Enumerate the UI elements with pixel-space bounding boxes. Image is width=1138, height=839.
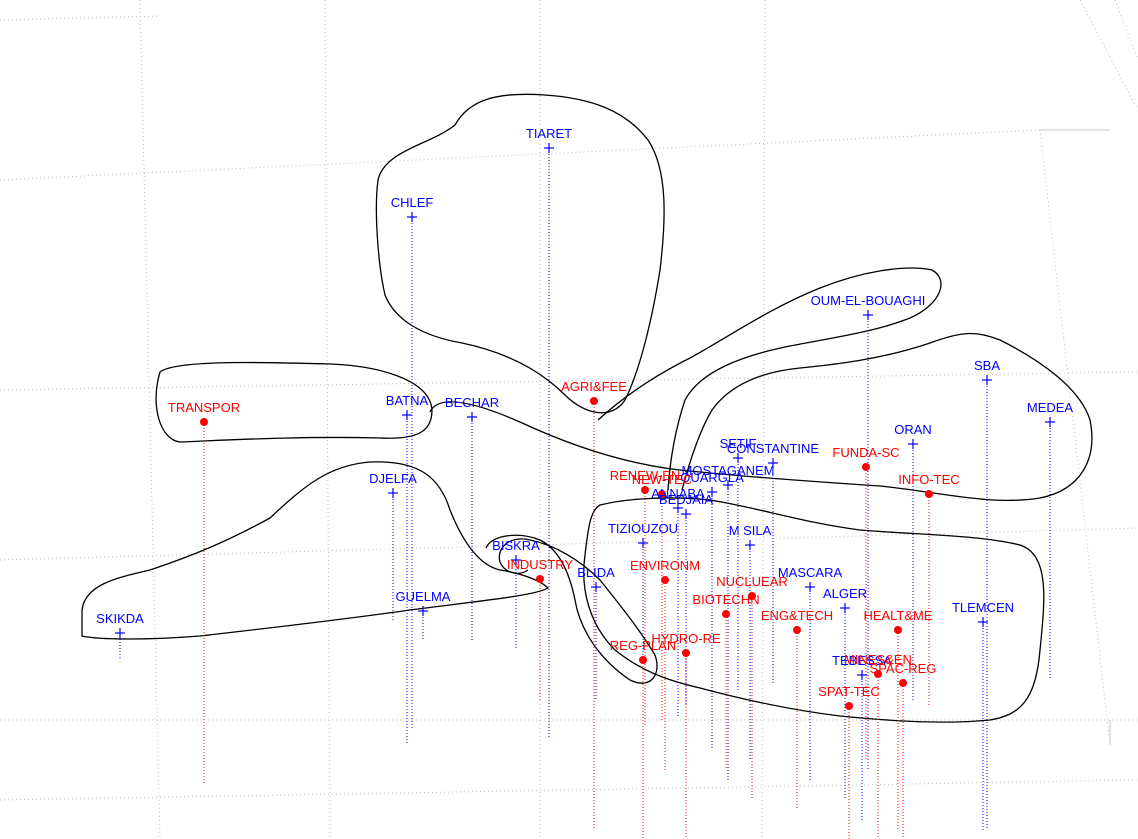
point-tiziouzou — [638, 538, 648, 548]
point-m-sila — [745, 540, 755, 550]
point-industry — [536, 575, 544, 583]
point-reg-plan — [639, 656, 647, 664]
point-oran — [908, 439, 918, 449]
label-tebessa: TEBESSA — [832, 653, 892, 668]
label-tiaret: TIARET — [526, 126, 572, 141]
point-constantine — [768, 458, 778, 468]
point-medea — [1045, 417, 1055, 427]
label-spat-tec: SPAT-TEC — [818, 684, 880, 699]
point-setif — [733, 453, 743, 463]
cluster-outlines — [81, 93, 1093, 723]
cluster-outline-east-arm — [597, 267, 942, 491]
point-tebessa — [857, 670, 867, 680]
label-chlef: CHLEF — [391, 195, 434, 210]
label-info-tec: INFO-TEC — [898, 472, 959, 487]
point-labels: TIARET CHLEF OUM-EL-BOUAGHI SBA BATNA BECHAR M… — [96, 126, 1073, 699]
label-batna: BATNA — [386, 393, 429, 408]
label-bedjaia: BEDJAIA — [659, 492, 714, 507]
cluster-outline-east-upper — [429, 332, 1093, 502]
label-skikda: SKIKDA — [96, 611, 144, 626]
label-alger: ALGER — [823, 586, 867, 601]
label-medea: MEDEA — [1027, 400, 1074, 415]
cluster-outline-west — [155, 361, 433, 443]
label-setif: SETIF — [720, 436, 757, 451]
label-spac-reg: SPAC-REG — [870, 661, 937, 676]
label-djelfa: DJELFA — [369, 471, 417, 486]
label-biotechn: BIOTECHN — [692, 592, 759, 607]
label-mostaganem: MOSTAGANEM — [682, 463, 775, 478]
label-constantine: CONSTANTINE — [727, 441, 820, 456]
point-info-tec — [925, 490, 933, 498]
point-nucluear — [748, 592, 756, 600]
point-annaba — [673, 503, 683, 513]
point-mines-en — [874, 670, 882, 678]
point-biskra — [511, 555, 521, 565]
point-renew-en — [641, 486, 649, 494]
label-annaba: ANNABA — [651, 486, 705, 501]
plot-frame — [1040, 129, 1111, 745]
label-transpor: TRANSPOR — [168, 400, 240, 415]
label-tiziouzou: TIZIOUZOU — [608, 521, 678, 536]
point-guelma — [418, 606, 428, 616]
point-batna — [402, 410, 412, 420]
label-oran: ORAN — [894, 422, 932, 437]
point-eng-tech — [793, 626, 801, 634]
point-marks — [115, 143, 1055, 710]
point-new-tec — [658, 490, 666, 498]
point-oum-el-bouaghi — [863, 310, 873, 320]
cluster-outline-southwest — [81, 461, 550, 640]
label-biskra: BISKRA — [492, 538, 540, 553]
point-mascara — [805, 582, 815, 592]
point-environm — [661, 576, 669, 584]
point-alger — [840, 603, 850, 613]
point-mostaganem — [723, 480, 733, 490]
point-stems — [119, 148, 1051, 839]
label-guelma: GUELMA — [396, 589, 451, 604]
label-m-sila: M SILA — [729, 523, 772, 538]
label-sba: SBA — [974, 358, 1000, 373]
label-hydro-re: HYDRO-RE — [651, 631, 721, 646]
point-sba — [982, 375, 992, 385]
label-agri-fee: AGRI&FEE — [561, 379, 627, 394]
cluster-outline-north — [375, 93, 665, 414]
label-tlemcen: TLEMCEN — [952, 600, 1014, 615]
point-chlef — [407, 212, 417, 222]
point-funda-sc — [862, 463, 870, 471]
point-healt-me — [894, 626, 902, 634]
label-industry: INDUSTRY — [507, 557, 574, 572]
point-hydro-re — [682, 649, 690, 657]
point-transpor — [200, 418, 208, 426]
point-tlemcen — [978, 617, 988, 627]
label-mascara: MASCARA — [778, 565, 843, 580]
cluster-outline-southeast — [583, 497, 1045, 723]
label-new-tec: NEW-TEC — [632, 472, 692, 487]
label-mines-en: MINES&EN — [844, 652, 912, 667]
point-bechar — [467, 412, 477, 422]
label-ouargla: OUARGLA — [680, 470, 744, 485]
point-tiaret — [544, 143, 554, 153]
label-eng-tech: ENG&TECH — [761, 608, 833, 623]
point-skikda — [115, 628, 125, 638]
label-blida: BLIDA — [577, 565, 615, 580]
point-spat-tec — [845, 702, 853, 710]
label-renew-en: RENEW-EN — [610, 468, 681, 483]
label-funda-sc: FUNDA-SC — [832, 445, 899, 460]
label-healt-me: HEALT&ME — [863, 608, 932, 623]
label-environm: ENVIRONM — [630, 558, 700, 573]
label-bechar: BECHAR — [445, 395, 499, 410]
label-nucluear: NUCLUEAR — [716, 574, 788, 589]
cluster-outline-center-loop — [485, 534, 658, 684]
label-reg-plan: REG-PLAN — [610, 638, 676, 653]
point-ouargla — [707, 487, 717, 497]
point-djelfa — [388, 488, 398, 498]
label-oum-el-bouaghi: OUM-EL-BOUAGHI — [811, 293, 926, 308]
point-blida — [591, 582, 601, 592]
point-spac-reg — [899, 679, 907, 687]
point-bedjaia — [681, 509, 691, 519]
point-agri-fee — [590, 397, 598, 405]
point-biotechn — [722, 610, 730, 618]
